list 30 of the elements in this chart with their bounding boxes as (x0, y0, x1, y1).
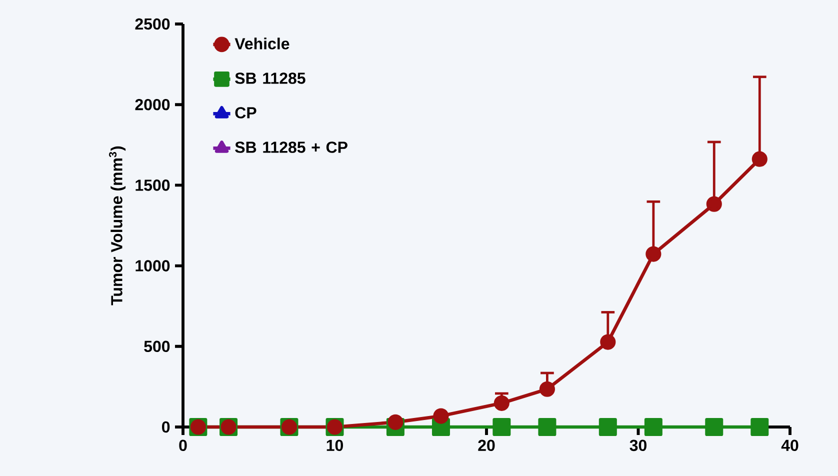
point (752, 151, 768, 167)
y-tick-label: 1500 (136, 180, 170, 191)
point (644, 418, 662, 436)
point (492, 418, 511, 436)
point (539, 381, 556, 397)
point (433, 408, 449, 424)
point (750, 418, 769, 436)
y-tick-label: 500 (144, 340, 170, 352)
y-tick-label: 2500 (135, 18, 170, 30)
y-tick-label: 1000 (136, 260, 170, 272)
legend-label: SB 11285 + CP (235, 142, 348, 153)
point (646, 246, 662, 262)
x-tick-label: 40 (781, 440, 798, 452)
point (598, 418, 617, 436)
legend-label: CP (235, 107, 256, 118)
point (538, 418, 556, 436)
legend-label: SB 11285 (235, 72, 306, 84)
x-tick-label: 20 (478, 440, 495, 452)
point (600, 334, 616, 350)
y-tick-label: 2000 (135, 98, 170, 110)
point (388, 414, 404, 430)
point (705, 418, 724, 436)
y-tick-label: 0 (162, 421, 170, 433)
x-tick-label: 10 (326, 440, 343, 452)
x-tick-label: 0 (179, 440, 187, 452)
y-axis-title: Tumor Volume (mm$^{3}$) (108, 146, 126, 306)
point (706, 196, 722, 212)
x-tick-label: 30 (630, 440, 646, 452)
legend-label: Vehicle (234, 38, 290, 50)
point (494, 395, 510, 411)
